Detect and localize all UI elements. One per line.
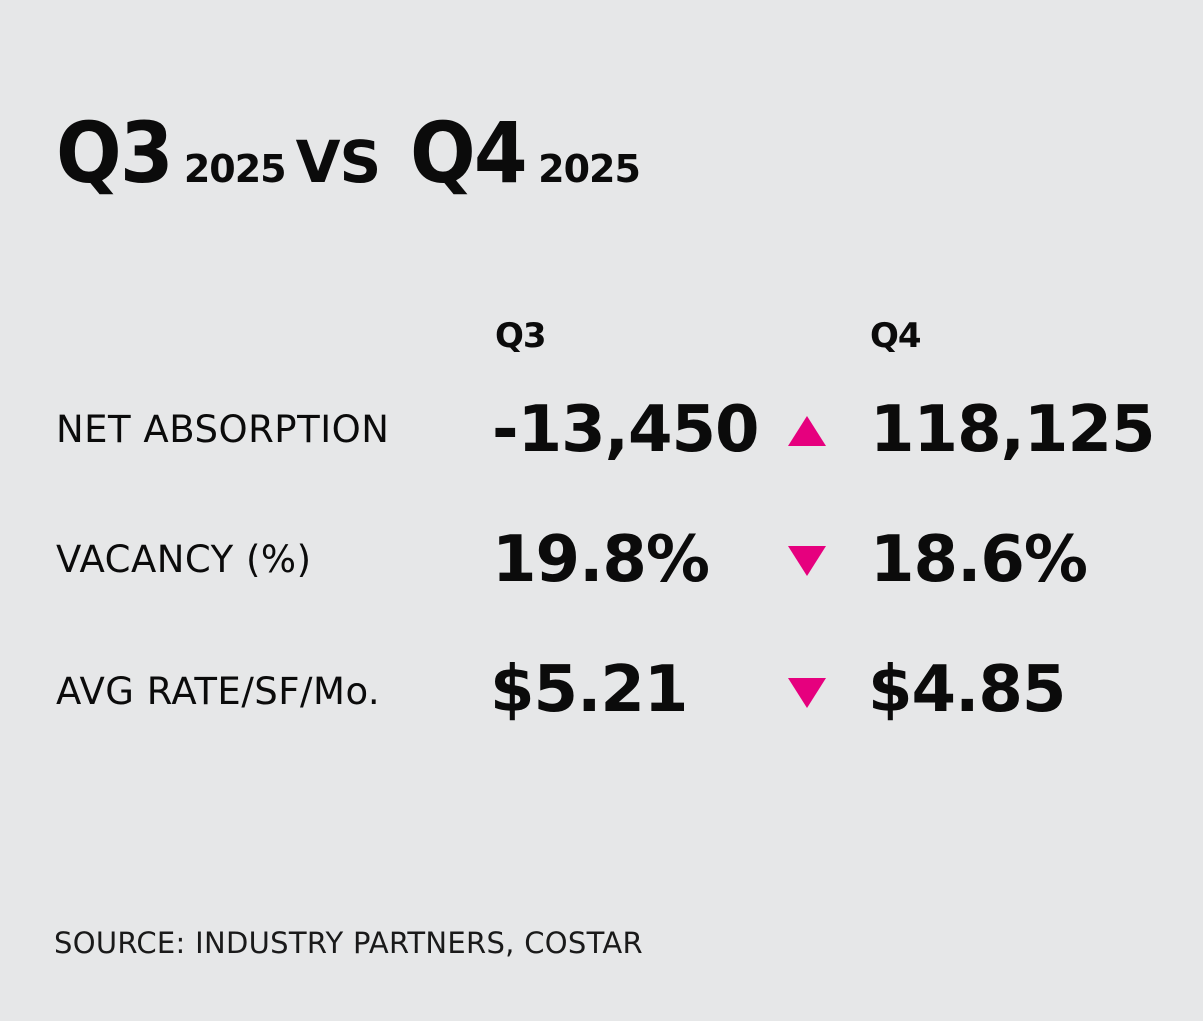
source-note: SOURCE: INDUSTRY PARTNERS, COSTAR bbox=[54, 926, 643, 960]
title-left-year: 2025 bbox=[183, 147, 287, 191]
column-header-q3: Q3 bbox=[495, 316, 547, 356]
column-header-q4: Q4 bbox=[870, 316, 922, 356]
trend-down-icon bbox=[788, 546, 826, 576]
value-q4-vacancy: 18.6% bbox=[870, 523, 1088, 597]
page-title: Q3 2025 VS Q4 2025 bbox=[56, 104, 641, 204]
title-left-quarter: Q3 bbox=[56, 104, 174, 202]
trend-down-icon bbox=[788, 678, 826, 708]
row-label-avg-rate: AVG RATE/SF/Mo. bbox=[56, 670, 381, 713]
value-q4-avg-rate: $4.85 bbox=[868, 653, 1066, 727]
title-right-year: 2025 bbox=[538, 147, 641, 191]
value-q3-vacancy: 19.8% bbox=[492, 523, 710, 597]
row-label-vacancy: VACANCY (%) bbox=[56, 538, 312, 581]
value-q3-net-absorption: -13,450 bbox=[492, 393, 760, 467]
value-q4-net-absorption: 118,125 bbox=[870, 393, 1155, 467]
row-label-net-absorption: NET ABSORPTION bbox=[56, 408, 390, 451]
title-vs: VS bbox=[295, 128, 382, 196]
trend-up-icon bbox=[788, 416, 826, 446]
title-right-quarter: Q4 bbox=[410, 104, 528, 202]
value-q3-avg-rate: $5.21 bbox=[490, 653, 688, 727]
